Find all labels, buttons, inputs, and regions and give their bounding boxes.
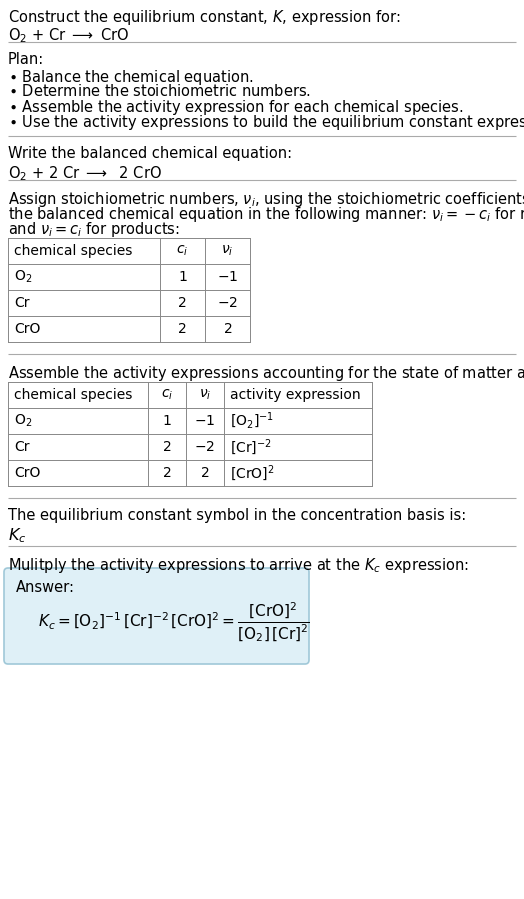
Text: $\bullet$ Determine the stoichiometric numbers.: $\bullet$ Determine the stoichiometric n… [8, 83, 311, 99]
Text: $\mathrm{O_2}$ + Cr $\longrightarrow$ CrO: $\mathrm{O_2}$ + Cr $\longrightarrow$ Cr… [8, 26, 129, 45]
Text: Cr: Cr [14, 440, 29, 454]
Text: and $\nu_i = c_i$ for products:: and $\nu_i = c_i$ for products: [8, 220, 180, 239]
Text: CrO: CrO [14, 322, 40, 336]
Text: 2: 2 [178, 296, 187, 310]
Text: Assemble the activity expressions accounting for the state of matter and $\nu_i$: Assemble the activity expressions accoun… [8, 364, 524, 383]
Text: CrO: CrO [14, 466, 40, 480]
Text: 1: 1 [178, 270, 187, 284]
Text: $[\mathrm{O_2}]^{-1}$: $[\mathrm{O_2}]^{-1}$ [230, 411, 274, 432]
Text: Plan:: Plan: [8, 52, 44, 67]
Text: $-2$: $-2$ [194, 440, 215, 454]
Text: The equilibrium constant symbol in the concentration basis is:: The equilibrium constant symbol in the c… [8, 508, 466, 523]
Text: $-1$: $-1$ [194, 414, 215, 428]
Text: Cr: Cr [14, 296, 29, 310]
Text: $2$: $2$ [223, 322, 232, 336]
Text: 2: 2 [162, 440, 171, 454]
Text: $K_c = [\mathrm{O_2}]^{-1}\,[\mathrm{Cr}]^{-2}\,[\mathrm{CrO}]^{2} = \dfrac{[\ma: $K_c = [\mathrm{O_2}]^{-1}\,[\mathrm{Cr}… [38, 601, 310, 644]
Text: $\bullet$ Balance the chemical equation.: $\bullet$ Balance the chemical equation. [8, 68, 254, 87]
Text: $\mathrm{O_2}$ + 2 Cr $\longrightarrow$  2 CrO: $\mathrm{O_2}$ + 2 Cr $\longrightarrow$ … [8, 164, 162, 182]
Text: 1: 1 [162, 414, 171, 428]
Text: chemical species: chemical species [14, 388, 133, 402]
Text: the balanced chemical equation in the following manner: $\nu_i = -c_i$ for react: the balanced chemical equation in the fo… [8, 205, 524, 224]
Text: $\bullet$ Assemble the activity expression for each chemical species.: $\bullet$ Assemble the activity expressi… [8, 98, 463, 117]
Text: $2$: $2$ [200, 466, 210, 480]
Text: Mulitply the activity expressions to arrive at the $K_c$ expression:: Mulitply the activity expressions to arr… [8, 556, 469, 575]
Text: $-1$: $-1$ [217, 270, 238, 284]
Text: $c_i$: $c_i$ [177, 244, 189, 258]
Text: 2: 2 [178, 322, 187, 336]
Text: $[\mathrm{CrO}]^{2}$: $[\mathrm{CrO}]^{2}$ [230, 463, 275, 483]
Text: $\nu_i$: $\nu_i$ [199, 387, 211, 402]
Text: Construct the equilibrium constant, $K$, expression for:: Construct the equilibrium constant, $K$,… [8, 8, 401, 27]
Text: chemical species: chemical species [14, 244, 133, 258]
Text: $\mathrm{O_2}$: $\mathrm{O_2}$ [14, 413, 32, 429]
FancyBboxPatch shape [4, 568, 309, 664]
Text: $\nu_i$: $\nu_i$ [221, 244, 234, 258]
Text: $K_c$: $K_c$ [8, 526, 26, 545]
Text: $c_i$: $c_i$ [161, 387, 173, 402]
Text: activity expression: activity expression [230, 388, 361, 402]
Text: Answer:: Answer: [16, 580, 75, 595]
Text: Assign stoichiometric numbers, $\nu_i$, using the stoichiometric coefficients, $: Assign stoichiometric numbers, $\nu_i$, … [8, 190, 524, 209]
Text: $\mathrm{O_2}$: $\mathrm{O_2}$ [14, 269, 32, 285]
Text: $[\mathrm{Cr}]^{-2}$: $[\mathrm{Cr}]^{-2}$ [230, 437, 272, 457]
Text: Write the balanced chemical equation:: Write the balanced chemical equation: [8, 146, 292, 161]
Text: $\bullet$ Use the activity expressions to build the equilibrium constant express: $\bullet$ Use the activity expressions t… [8, 113, 524, 132]
Text: 2: 2 [162, 466, 171, 480]
Text: $-2$: $-2$ [217, 296, 238, 310]
